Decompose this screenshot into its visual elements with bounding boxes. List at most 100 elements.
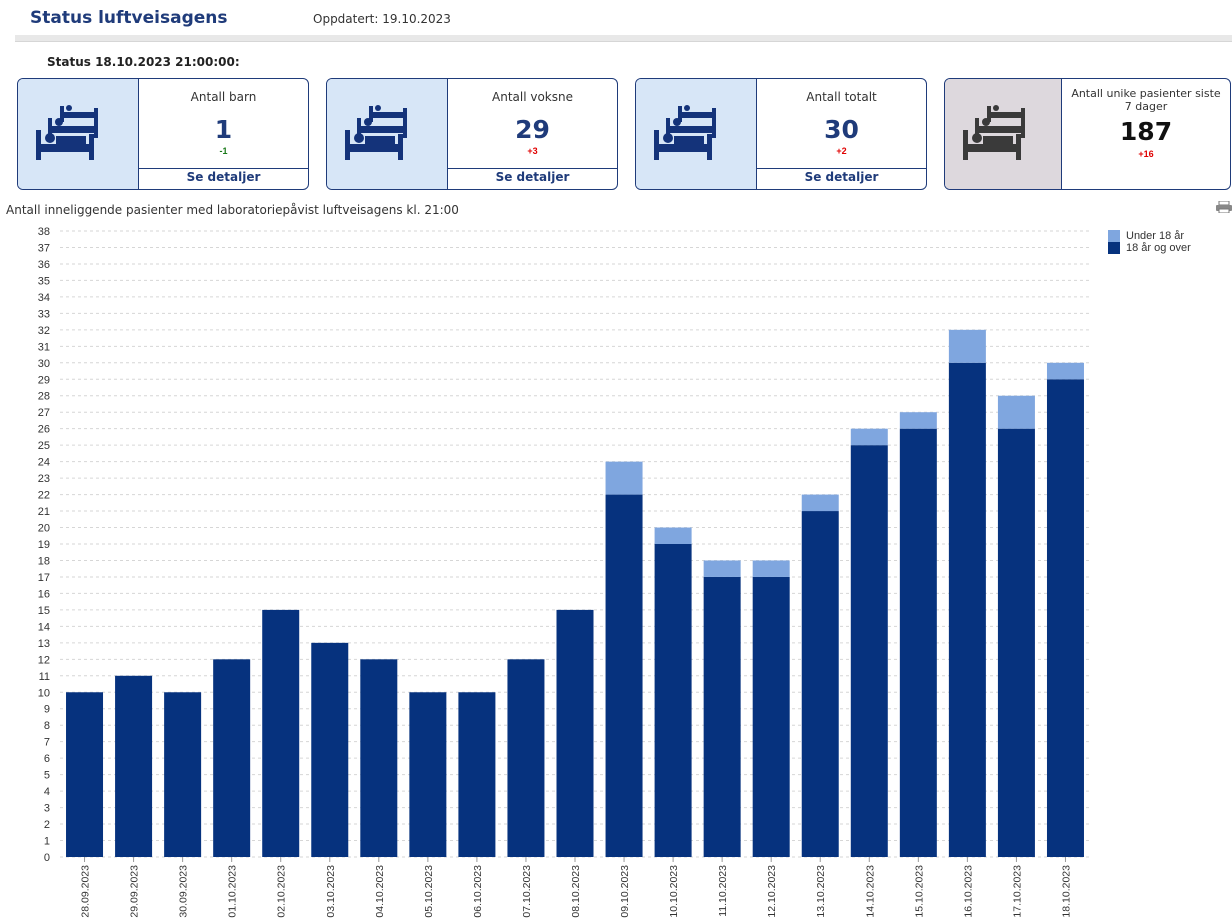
y-tick-label: 33 — [38, 308, 50, 320]
y-tick-label: 24 — [38, 457, 50, 469]
y-tick-label: 12 — [38, 654, 50, 666]
y-tick-label: 13 — [38, 638, 50, 650]
legend-label: 18 år og over — [1126, 242, 1191, 254]
x-tick-label: 17.10.2023 — [1011, 865, 1023, 918]
card-unique-patients: Antall unike pasienter siste 7 dager 187… — [944, 78, 1231, 190]
x-tick-label: 28.09.2023 — [80, 865, 92, 918]
x-tick-label: 05.10.2023 — [423, 865, 435, 918]
x-tick-label: 03.10.2023 — [325, 865, 337, 918]
bar-18-and-over — [458, 692, 496, 857]
y-tick-label: 21 — [38, 506, 50, 518]
y-tick-label: 1 — [44, 836, 50, 848]
status-timestamp: Status 18.10.2023 21:00:00: — [47, 55, 240, 69]
y-tick-label: 31 — [38, 341, 50, 353]
bar-18-and-over — [360, 659, 398, 857]
icon-area — [327, 79, 448, 189]
y-tick-label: 29 — [38, 374, 50, 386]
y-tick-label: 2 — [44, 819, 50, 831]
y-tick-label: 4 — [44, 786, 50, 798]
bar-18-and-over — [997, 428, 1035, 857]
see-details-link[interactable]: Se detaljer — [757, 168, 926, 189]
y-tick-label: 19 — [38, 539, 50, 551]
card-label: Antall voksne — [492, 90, 573, 104]
card-value: 29 — [515, 115, 550, 144]
bar-18-and-over — [556, 609, 594, 857]
y-tick-label: 3 — [44, 803, 50, 815]
hospital-beds-icon — [36, 105, 98, 160]
x-tick-label: 11.10.2023 — [717, 865, 729, 917]
updated-date: Oppdatert: 19.10.2023 — [313, 12, 451, 26]
x-tick-label: 29.09.2023 — [129, 865, 141, 918]
bar-under-18 — [703, 560, 741, 577]
card-children: Antall barn 1 -1 Se detaljer — [17, 78, 309, 190]
x-tick-label: 10.10.2023 — [668, 865, 680, 918]
x-tick-label: 02.10.2023 — [276, 865, 288, 918]
chart-title: Antall inneliggende pasienter med labora… — [6, 203, 459, 217]
legend-item-over18: 18 år og over — [1108, 242, 1191, 254]
y-tick-label: 37 — [38, 242, 50, 254]
card-delta: +16 — [1138, 149, 1154, 159]
icon-area — [18, 79, 139, 189]
y-tick-label: 32 — [38, 325, 50, 337]
x-tick-label: 04.10.2023 — [374, 865, 386, 918]
x-tick-label: 13.10.2023 — [815, 865, 827, 918]
y-tick-label: 35 — [38, 275, 50, 287]
see-details-link[interactable]: Se detaljer — [139, 168, 308, 189]
card-label: Antall totalt — [806, 90, 877, 104]
x-tick-label: 06.10.2023 — [472, 865, 484, 918]
bar-under-18 — [654, 527, 692, 544]
y-tick-label: 17 — [38, 572, 50, 584]
card-total: Antall totalt 30 +2 Se detaljer — [635, 78, 927, 190]
top-divider — [15, 35, 1232, 42]
y-tick-label: 22 — [38, 490, 50, 502]
y-tick-label: 36 — [38, 259, 50, 271]
bar-chart: 0123456789101112131415161718192021222324… — [38, 226, 1090, 918]
y-tick-label: 6 — [44, 753, 50, 765]
y-tick-label: 10 — [38, 687, 50, 699]
y-tick-label: 14 — [38, 621, 50, 633]
print-icon[interactable] — [1216, 201, 1232, 213]
x-tick-label: 16.10.2023 — [962, 865, 974, 918]
bar-18-and-over — [703, 576, 741, 857]
y-tick-label: 20 — [38, 523, 50, 535]
legend-swatch — [1108, 230, 1120, 242]
x-tick-label: 18.10.2023 — [1060, 865, 1072, 918]
icon-area — [945, 79, 1062, 189]
y-tick-label: 7 — [44, 737, 50, 749]
card-label: Antall unike pasienter siste 7 dager — [1071, 87, 1221, 113]
bar-under-18 — [899, 412, 937, 429]
y-tick-label: 8 — [44, 720, 50, 732]
see-details-link[interactable]: Se detaljer — [448, 168, 617, 189]
page-title: Status luftveisagens — [30, 8, 228, 28]
bar-18-and-over — [213, 659, 251, 857]
x-tick-label: 30.09.2023 — [178, 865, 190, 918]
bar-18-and-over — [752, 576, 790, 857]
y-tick-label: 16 — [38, 588, 50, 600]
bar-18-and-over — [1046, 379, 1084, 857]
y-tick-label: 9 — [44, 704, 50, 716]
x-tick-label: 01.10.2023 — [227, 865, 239, 918]
bar-under-18 — [850, 428, 888, 446]
bar-18-and-over — [850, 445, 888, 857]
card-value: 187 — [1119, 117, 1173, 146]
y-tick-label: 30 — [38, 358, 50, 370]
y-tick-label: 28 — [38, 391, 50, 403]
y-tick-label: 15 — [38, 605, 50, 617]
bar-18-and-over — [948, 362, 986, 857]
bar-18-and-over — [164, 692, 202, 857]
bar-18-and-over — [605, 494, 643, 857]
card-label: Antall barn — [190, 90, 257, 104]
card-delta: +2 — [836, 146, 847, 156]
y-tick-label: 18 — [38, 555, 50, 567]
bar-18-and-over — [507, 659, 545, 857]
hospital-beds-icon — [963, 105, 1025, 160]
legend-label: Under 18 år — [1126, 230, 1185, 242]
chart-legend: Under 18 år 18 år og over — [1108, 230, 1191, 254]
bar-under-18 — [752, 560, 790, 577]
y-tick-label: 34 — [38, 292, 50, 304]
x-tick-label: 14.10.2023 — [864, 865, 876, 918]
legend-item-under18: Under 18 år — [1108, 230, 1191, 242]
bar-18-and-over — [115, 675, 153, 857]
bar-under-18 — [1046, 362, 1084, 380]
y-tick-label: 11 — [39, 671, 50, 683]
